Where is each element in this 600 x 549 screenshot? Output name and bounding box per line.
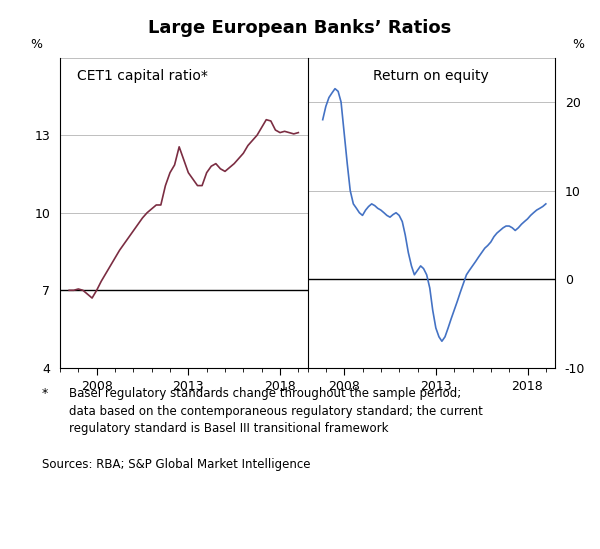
Text: CET1 capital ratio*: CET1 capital ratio* xyxy=(77,69,208,82)
Text: Sources: RBA; S&P Global Market Intelligence: Sources: RBA; S&P Global Market Intellig… xyxy=(42,458,311,472)
Text: %: % xyxy=(31,38,43,51)
Text: *: * xyxy=(42,387,48,400)
Text: Basel regulatory standards change throughout the sample period;
data based on th: Basel regulatory standards change throug… xyxy=(69,387,483,435)
Text: Large European Banks’ Ratios: Large European Banks’ Ratios xyxy=(148,19,452,37)
Text: %: % xyxy=(572,38,584,51)
Text: Return on equity: Return on equity xyxy=(373,69,489,82)
